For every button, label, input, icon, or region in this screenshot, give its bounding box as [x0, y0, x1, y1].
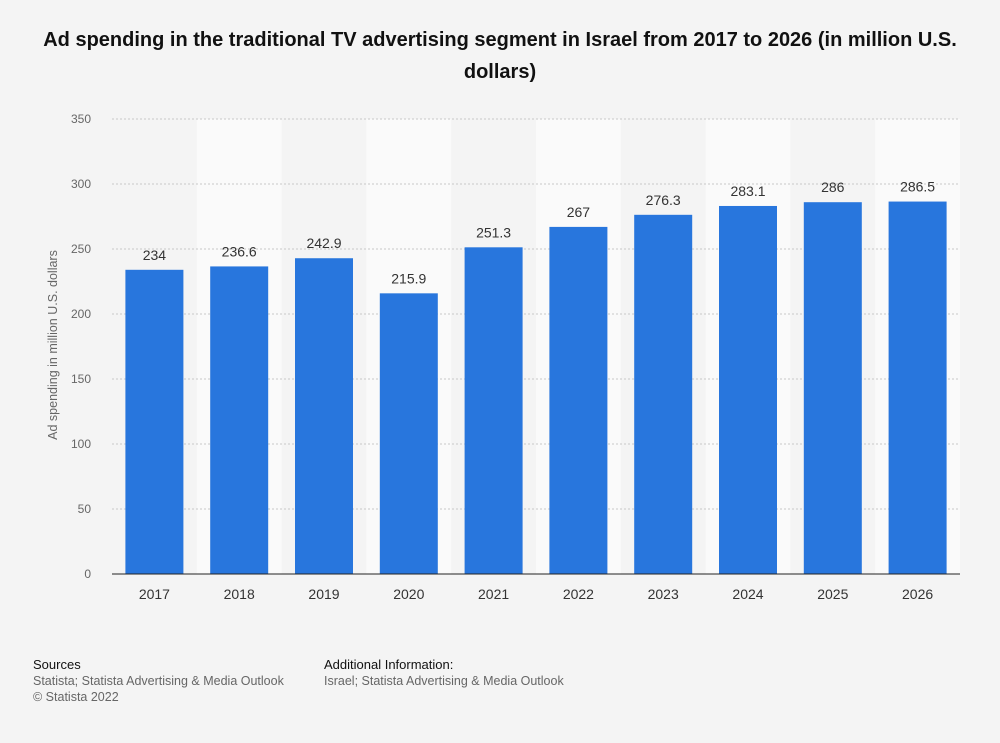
x-tick-label: 2025: [817, 586, 848, 602]
y-axis-label: Ad spending in million U.S. dollars: [46, 250, 60, 440]
bar[interactable]: [295, 258, 353, 574]
x-tick-label: 2026: [902, 586, 933, 602]
data-label: 286: [821, 179, 845, 195]
x-tick-label: 2017: [139, 586, 170, 602]
y-tick-label: 250: [71, 242, 91, 256]
data-label: 251.3: [476, 224, 511, 240]
bar[interactable]: [549, 226, 608, 574]
additional-info-heading[interactable]: Additional Information:: [324, 657, 454, 672]
y-tick-label: 200: [71, 307, 91, 321]
data-label: 242.9: [306, 235, 341, 251]
bar[interactable]: [379, 293, 438, 574]
additional-info-block: Additional Information: Israel; Statista…: [324, 657, 564, 689]
x-tick-label: 2024: [732, 586, 763, 602]
y-tick-label: 350: [71, 112, 91, 126]
bar[interactable]: [210, 266, 269, 574]
y-tick-label: 50: [78, 502, 92, 516]
data-label: 236.6: [222, 243, 257, 259]
y-tick-label: 150: [71, 372, 91, 386]
data-label: 215.9: [391, 270, 426, 286]
bar-chart: 0 50 100 150 200 250 300 350 234 236.6 242.9 215.9…: [46, 112, 960, 602]
bars: [125, 201, 947, 575]
bar[interactable]: [888, 201, 947, 575]
data-label: 234: [143, 247, 167, 263]
sources-heading[interactable]: Sources: [33, 657, 81, 672]
y-tick-label: 300: [71, 177, 91, 191]
additional-info-text: Israel; Statista Advertising & Media Out…: [324, 674, 564, 688]
bar[interactable]: [634, 214, 693, 574]
bar[interactable]: [803, 202, 862, 574]
data-label: 267: [567, 204, 591, 220]
data-label: 276.3: [646, 192, 681, 208]
sources-block: Sources Statista; Statista Advertising &…: [33, 657, 284, 705]
y-tick-label: 100: [71, 437, 91, 451]
x-tick-label: 2022: [563, 586, 594, 602]
chart-title: Ad spending in the traditional TV advert…: [43, 29, 957, 83]
x-axis-ticks: 2017 2018 2019 2020 2021 2022 2023 2024 2025 2026: [139, 586, 934, 602]
sources-text: Statista; Statista Advertising & Media O…: [33, 674, 284, 688]
x-tick-label: 2020: [393, 586, 424, 602]
bar[interactable]: [719, 205, 777, 574]
data-label: 283.1: [730, 183, 765, 199]
bar[interactable]: [125, 269, 184, 574]
value-labels: 234 236.6 242.9 215.9 251.3 267 276.3 283.1 286 2…: [143, 179, 936, 287]
bar[interactable]: [464, 247, 523, 574]
x-tick-label: 2018: [224, 586, 255, 602]
y-tick-label: 0: [84, 567, 91, 581]
x-tick-label: 2019: [308, 586, 339, 602]
x-tick-label: 2021: [478, 586, 509, 602]
x-tick-label: 2023: [648, 586, 679, 602]
y-axis-ticks: 0 50 100 150 200 250 300 350: [71, 112, 91, 581]
data-label: 286.5: [900, 179, 935, 195]
copyright-text: © Statista 2022: [33, 690, 119, 704]
